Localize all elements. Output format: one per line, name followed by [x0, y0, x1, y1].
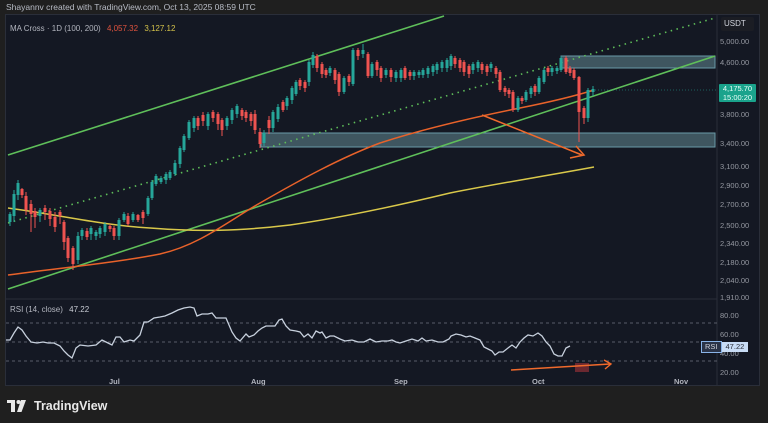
rsi-tick: 20.00 — [720, 368, 739, 377]
rsi-legend[interactable]: RSI (14, close) 47.22 — [10, 305, 89, 314]
last-price: 4,175.70 — [722, 84, 753, 93]
y-tick: 1,910.00 — [720, 293, 750, 302]
y-tick: 2,700.00 — [720, 200, 750, 209]
rsi-value: 47.22 — [69, 305, 90, 314]
attribution-header: Shayannv created with TradingView.com, O… — [0, 0, 768, 14]
rsi-line — [6, 306, 571, 360]
channel-midline — [7, 17, 716, 224]
ma-cross-legend[interactable]: MA Cross · 1D (100, 200) 4,057.32 3,127.… — [10, 24, 175, 33]
ma100-line — [7, 89, 595, 276]
rsi-divergence-arrow — [510, 359, 613, 371]
rsi-name: RSI (14, close) — [10, 305, 63, 314]
rsi-tag-name: RSI — [701, 341, 722, 353]
y-tick: 2,180.00 — [720, 258, 750, 267]
channel-upper-line — [7, 15, 445, 156]
candlesticks — [8, 44, 595, 270]
last-price-tag: 4,175.70 15:00:20 — [719, 84, 756, 102]
channel-lower-line — [7, 55, 716, 290]
y-tick: 2,040.00 — [720, 276, 750, 285]
supply-zone — [560, 55, 716, 69]
y-tick: 3,400.00 — [720, 139, 750, 148]
rsi-highlight-box — [575, 363, 589, 372]
rsi-tag-value: 47.22 — [721, 342, 749, 352]
demand-zone — [260, 132, 716, 148]
rsi-tick: 60.00 — [720, 330, 739, 339]
x-tick-sep: Sep — [394, 377, 408, 386]
y-tick: 3,100.00 — [720, 162, 750, 171]
bar-countdown: 15:00:20 — [722, 93, 753, 102]
y-tick: 3,800.00 — [720, 110, 750, 119]
tradingview-logo[interactable]: TradingView — [7, 399, 107, 413]
x-tick-jul: Jul — [109, 377, 120, 386]
x-tick-oct: Oct — [532, 377, 545, 386]
y-tick: 2,900.00 — [720, 181, 750, 190]
bearish-projection-arrow — [481, 114, 586, 159]
rsi-tick: 40.00 — [720, 349, 739, 358]
x-tick-nov: Nov — [674, 377, 689, 386]
indicator-name: MA Cross · 1D (100, 200) — [10, 24, 101, 33]
x-tick-aug: Aug — [251, 377, 266, 386]
currency-badge[interactable]: USDT — [721, 17, 754, 31]
rsi-tick: 80.00 — [720, 311, 739, 320]
y-tick: 2,340.00 — [720, 239, 750, 248]
y-tick: 2,500.00 — [720, 221, 750, 230]
rsi-pane — [6, 306, 717, 372]
ma200-line — [7, 166, 595, 232]
y-tick: 4,600.00 — [720, 58, 750, 67]
ma200-value: 3,127.12 — [144, 24, 176, 33]
ma100-value: 4,057.32 — [106, 24, 139, 33]
tradingview-wordmark: TradingView — [34, 399, 108, 413]
y-tick: 5,000.00 — [720, 37, 750, 46]
rsi-value-tag: RSI 47.22 — [701, 341, 749, 353]
tradingview-logo-icon — [7, 400, 26, 412]
